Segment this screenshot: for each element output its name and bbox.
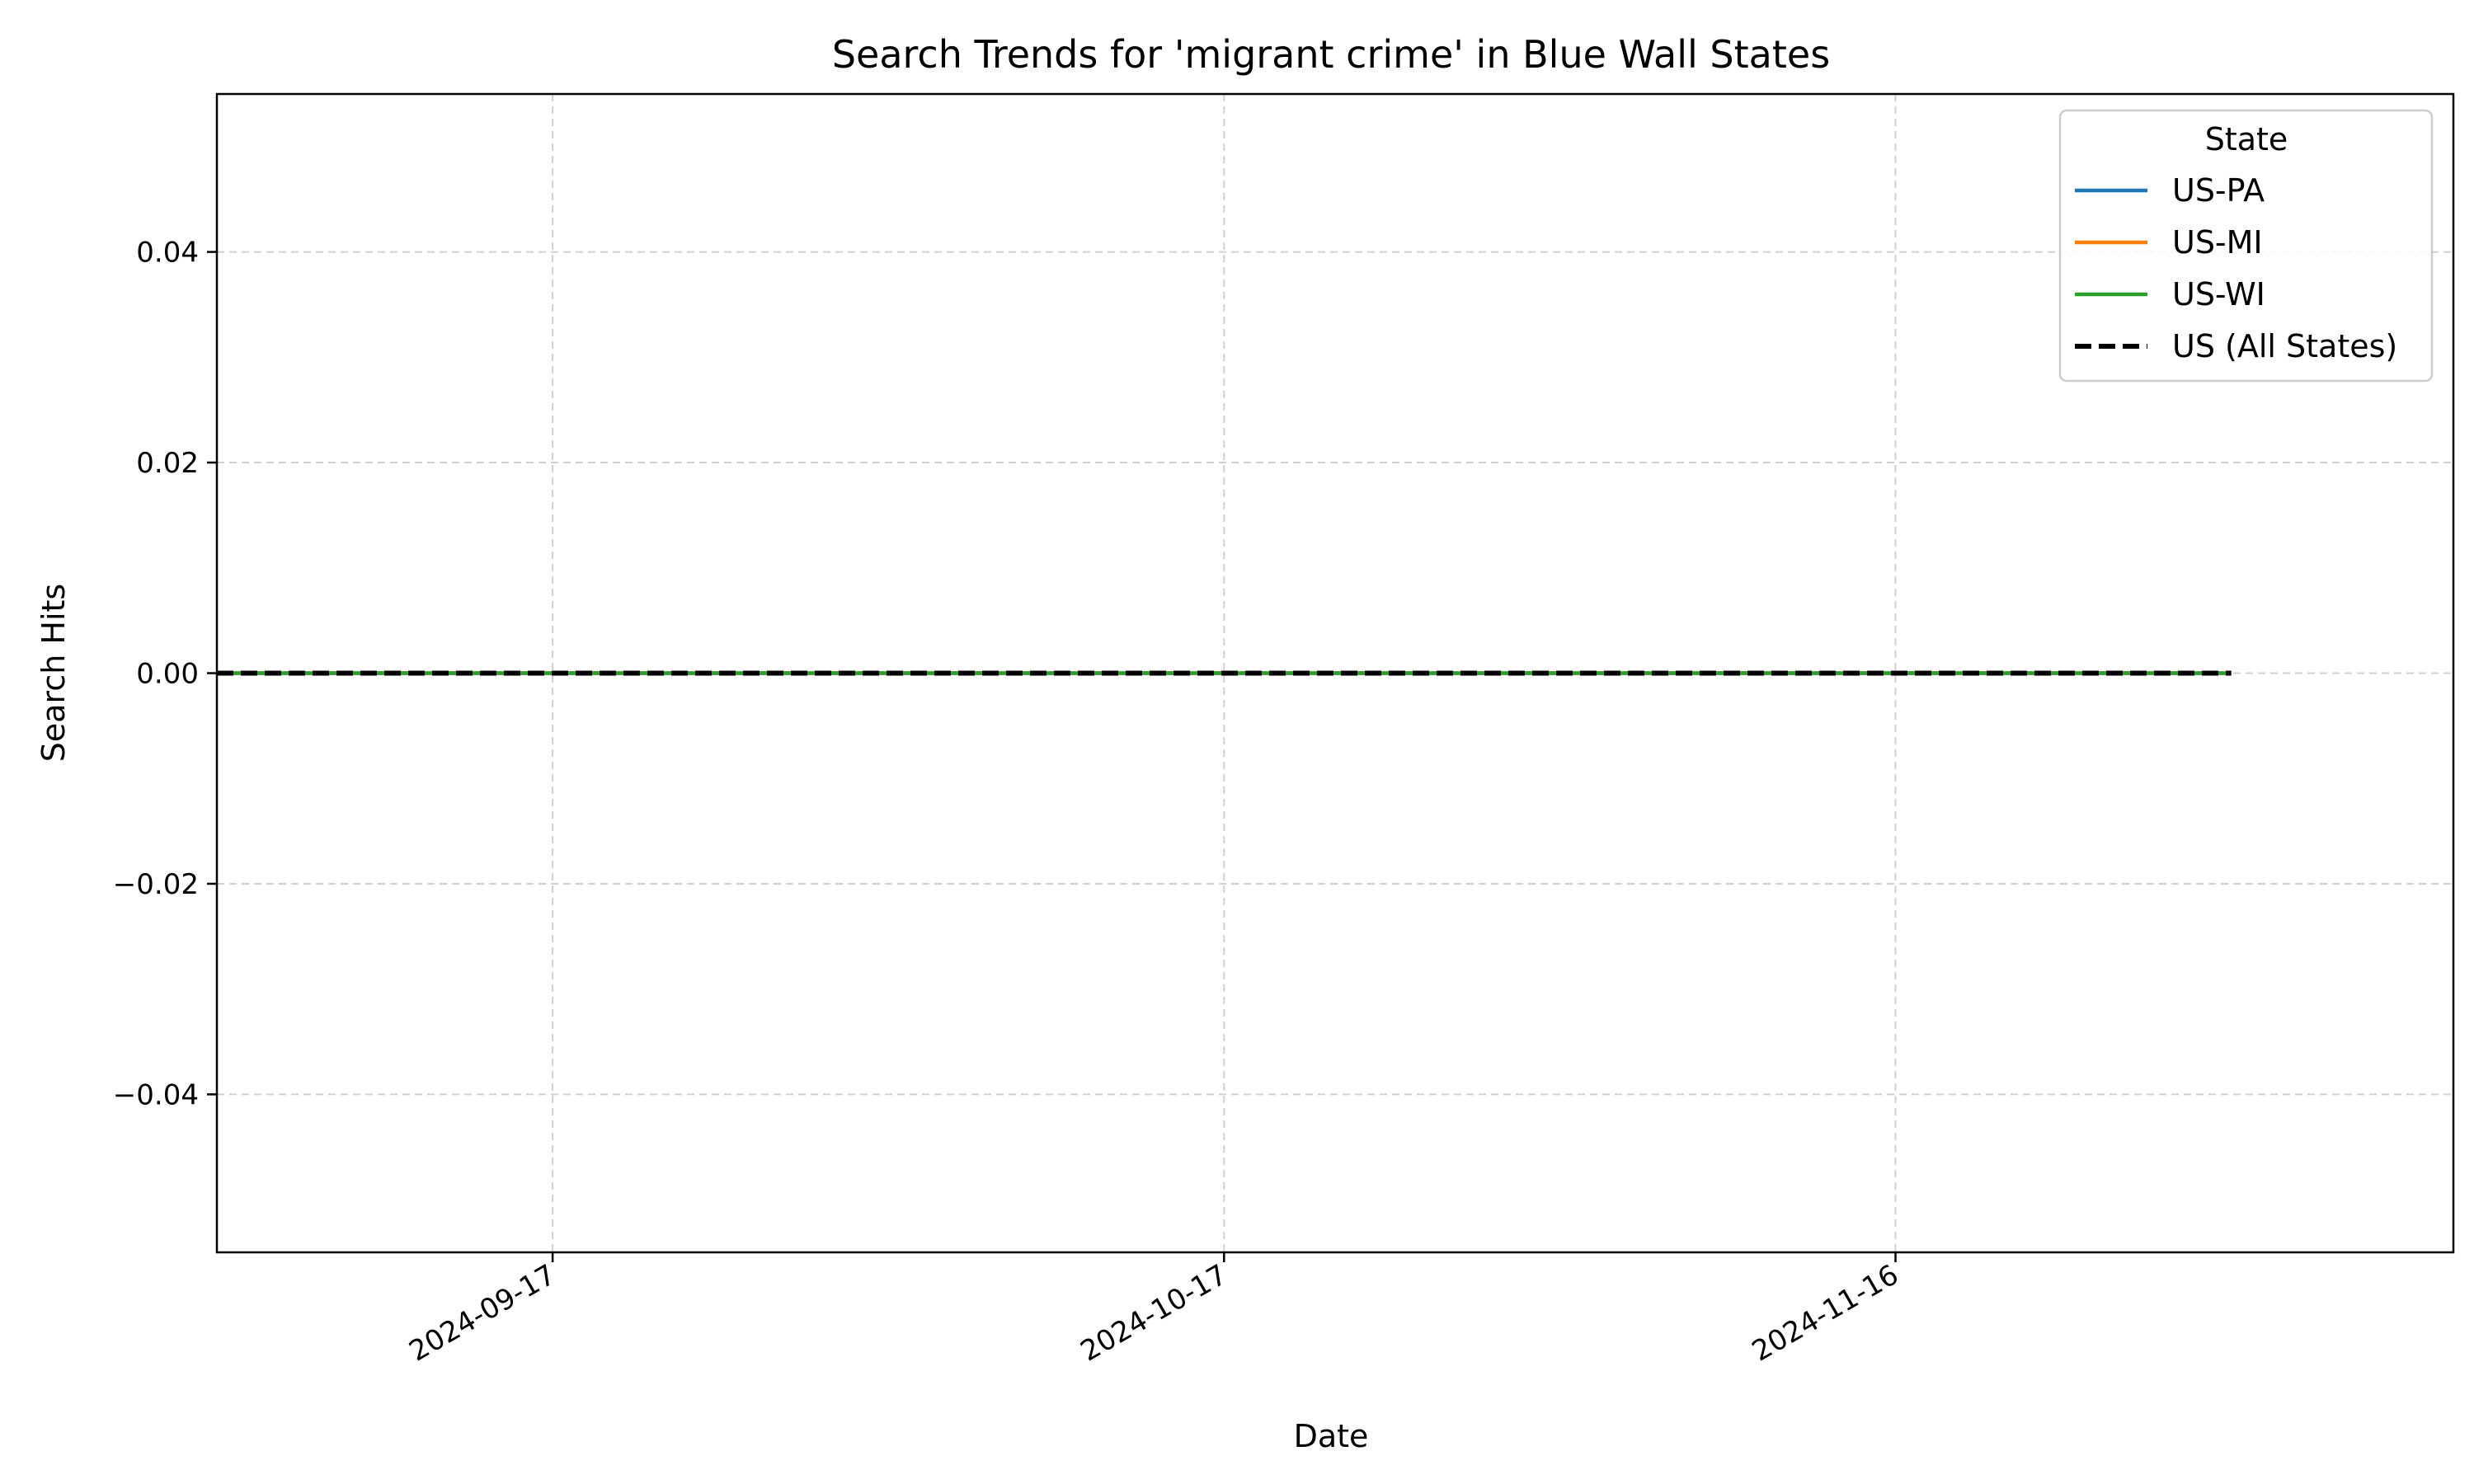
x-axis-label: Date xyxy=(1294,1418,1369,1454)
legend-title: State xyxy=(2205,121,2288,157)
y-axis-label: Search Hits xyxy=(35,584,72,762)
legend: State US-PA US-MI US-WI US (All States) xyxy=(2058,109,2434,383)
chart-title: Search Trends for 'migrant crime' in Blu… xyxy=(832,32,1830,77)
y-tick-label: −0.04 xyxy=(113,1078,199,1111)
legend-label: US-PA xyxy=(2172,172,2265,209)
y-tick-label: 0.02 xyxy=(136,447,199,480)
legend-entries: US-PA US-MI US-WI US (All States) xyxy=(2075,172,2397,364)
legend-box xyxy=(2058,109,2434,383)
y-axis-ticks: 0.04 0.02 0.00 −0.02 −0.04 xyxy=(113,237,217,1111)
y-tick-label: −0.02 xyxy=(113,868,199,901)
legend-label: US-MI xyxy=(2172,224,2263,261)
legend-label: US-WI xyxy=(2172,276,2265,312)
y-tick-label: 0.00 xyxy=(136,658,199,691)
legend-label: US (All States) xyxy=(2172,328,2397,364)
y-tick-label: 0.04 xyxy=(136,237,199,270)
